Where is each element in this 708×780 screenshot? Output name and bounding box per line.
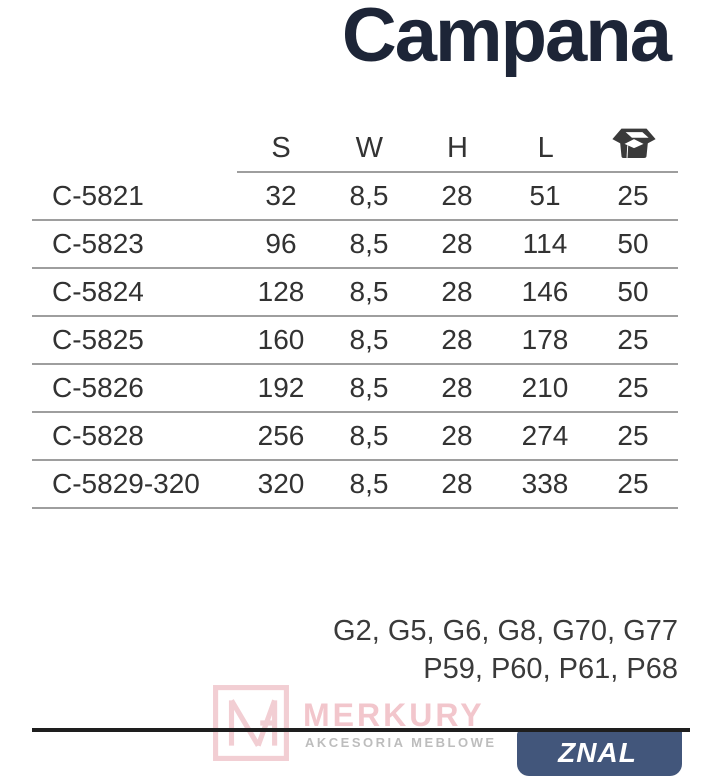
- value-h: 28: [441, 420, 473, 451]
- value-s: 160: [257, 324, 305, 355]
- material-badge: ZNAL: [517, 729, 682, 776]
- value-l: 274: [521, 420, 569, 451]
- value-qty: 50: [617, 228, 649, 259]
- value-h: 28: [441, 276, 473, 307]
- finish-codes: G2, G5, G6, G8, G70, G77 P59, P60, P61, …: [333, 612, 678, 688]
- value-qty: 25: [617, 180, 649, 211]
- value-qty: 25: [617, 420, 649, 451]
- footer-divider: [32, 728, 690, 732]
- brand-tagline: AKCESORIA MEBLOWE: [305, 735, 497, 750]
- value-s: 96: [265, 228, 297, 259]
- open-box-icon: [611, 127, 657, 169]
- value-s: 192: [257, 372, 305, 403]
- finish-codes-line1: G2, G5, G6, G8, G70, G77: [333, 615, 678, 647]
- value-h: 28: [441, 228, 473, 259]
- table-row: C-5821 32 8,5 28 51 25: [32, 173, 678, 221]
- value-h: 28: [441, 468, 473, 499]
- value-w: 8,5: [349, 180, 389, 211]
- product-title: Campana: [341, 0, 672, 78]
- value-w: 8,5: [349, 228, 389, 259]
- value-w: 8,5: [349, 276, 389, 307]
- column-header-w: W: [355, 131, 383, 164]
- product-code: C-5825: [52, 324, 144, 355]
- merkury-logo-monogram-icon: [212, 684, 290, 767]
- table-header-row: S W H L: [32, 125, 678, 173]
- value-h: 28: [441, 324, 473, 355]
- table-row: C-5829-320 320 8,5 28 338 25: [32, 461, 678, 509]
- product-code: C-5821: [52, 180, 144, 211]
- material-badge-label: ZNAL: [558, 736, 637, 768]
- value-l: 51: [529, 180, 561, 211]
- column-header-s: S: [271, 131, 291, 164]
- value-l: 338: [521, 468, 569, 499]
- column-header-h: H: [447, 131, 468, 164]
- finish-codes-line2: P59, P60, P61, P68: [423, 653, 678, 685]
- value-qty: 25: [617, 372, 649, 403]
- value-qty: 25: [617, 324, 649, 355]
- table-row: C-5826 192 8,5 28 210 25: [32, 365, 678, 413]
- table-row: C-5825 160 8,5 28 178 25: [32, 317, 678, 365]
- product-code: C-5823: [52, 228, 144, 259]
- table-header-columns: S W H L: [237, 125, 678, 173]
- column-header-l: L: [537, 131, 554, 164]
- value-w: 8,5: [349, 420, 389, 451]
- value-l: 210: [521, 372, 569, 403]
- product-code: C-5829-320: [52, 468, 200, 499]
- value-s: 256: [257, 420, 305, 451]
- value-l: 146: [521, 276, 569, 307]
- table-row: C-5828 256 8,5 28 274 25: [32, 413, 678, 461]
- product-code: C-5828: [52, 420, 144, 451]
- value-qty: 50: [617, 276, 649, 307]
- value-l: 114: [522, 228, 568, 259]
- value-w: 8,5: [349, 372, 389, 403]
- table-body: C-5821 32 8,5 28 51 25 C-5823 96 8,5 28 …: [32, 173, 678, 509]
- value-qty: 25: [617, 468, 649, 499]
- value-s: 128: [257, 276, 305, 307]
- table-row: C-5824 128 8,5 28 146 50: [32, 269, 678, 317]
- value-w: 8,5: [349, 324, 389, 355]
- value-s: 32: [265, 180, 297, 211]
- column-header-qty: [590, 127, 678, 169]
- value-s: 320: [257, 468, 305, 499]
- value-l: 178: [521, 324, 569, 355]
- product-code: C-5826: [52, 372, 144, 403]
- product-code: C-5824: [52, 276, 144, 307]
- value-h: 28: [441, 372, 473, 403]
- table-header-spacer: [32, 125, 237, 173]
- value-h: 28: [441, 180, 473, 211]
- value-w: 8,5: [349, 468, 389, 499]
- dimensions-table: S W H L C-5821 3: [32, 125, 678, 509]
- table-row: C-5823 96 8,5 28 114 50: [32, 221, 678, 269]
- brand-name: MERKURY: [303, 697, 485, 733]
